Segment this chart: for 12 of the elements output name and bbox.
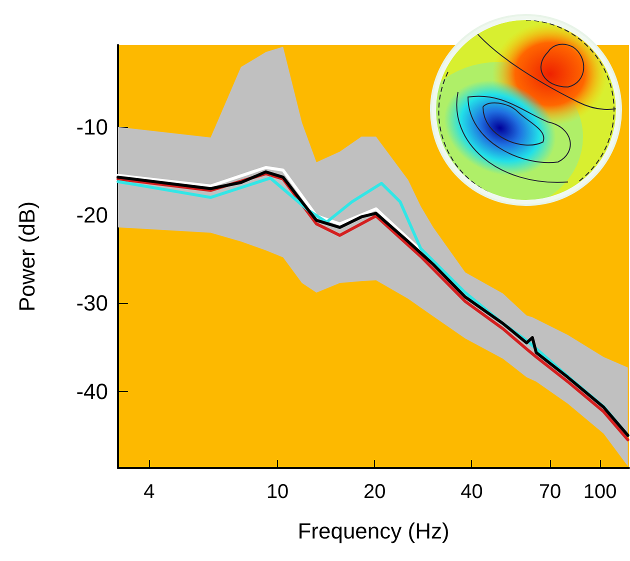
x-axis-title: Frequency (Hz)	[298, 518, 450, 544]
x-tick-label: 40	[460, 481, 483, 503]
x-tick-label: 10	[266, 481, 289, 503]
y-tick-label: -30	[76, 290, 108, 316]
x-tick-label: 20	[364, 481, 386, 503]
x-tick-label: 100	[583, 481, 617, 503]
y-tick-label: -10	[76, 114, 108, 140]
x-tick-label: 4	[144, 481, 155, 503]
y-tick-label: -20	[76, 202, 108, 228]
x-tick-label: 70	[538, 481, 562, 503]
y-axis-title: Power (dB)	[14, 201, 40, 312]
y-tick-label: -40	[76, 378, 108, 404]
